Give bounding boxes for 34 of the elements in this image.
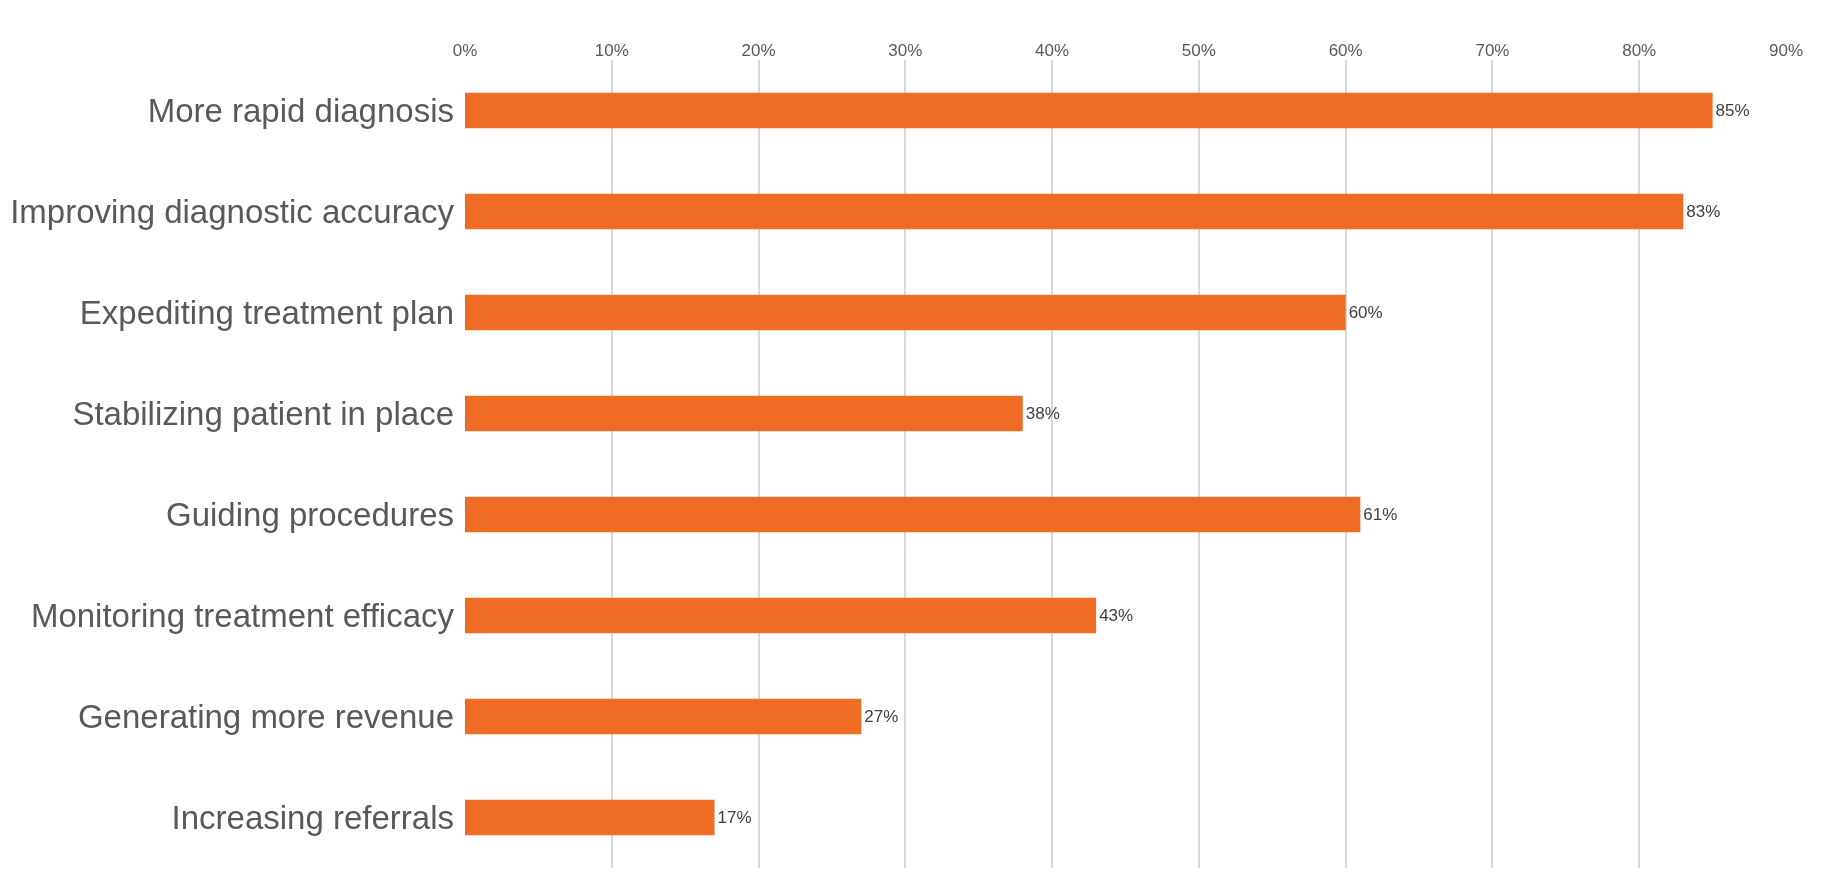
data-label: 85% <box>1715 101 1750 121</box>
y-tick-label: Guiding procedures <box>165 496 454 534</box>
x-tick-label: 60% <box>1328 40 1363 60</box>
data-label: 43% <box>1099 606 1134 625</box>
x-tick-label: 10% <box>594 40 629 60</box>
data-label: 17% <box>717 808 752 828</box>
y-tick-label: Monitoring treatment efficacy <box>30 597 455 635</box>
bar <box>465 597 1097 634</box>
y-tick-label: Expediting treatment plan <box>79 294 454 332</box>
bar <box>465 496 1361 533</box>
data-label: 60% <box>1348 303 1383 322</box>
data-label: 38% <box>1025 404 1060 424</box>
data-label: 61% <box>1363 505 1398 524</box>
x-tick-label: 90% <box>1768 40 1804 60</box>
x-tick-label: 40% <box>1035 40 1070 60</box>
x-tick-label: 20% <box>741 40 776 60</box>
x-tick-label: 70% <box>1475 40 1510 60</box>
bar <box>465 395 1023 432</box>
bar <box>465 294 1346 331</box>
bar <box>465 698 862 735</box>
y-tick-label: Improving diagnostic accuracy <box>10 193 455 231</box>
x-tick-label: 50% <box>1181 40 1216 60</box>
bar <box>465 92 1713 129</box>
y-tick-label: Generating more revenue <box>77 698 454 736</box>
x-tick-label: 0% <box>452 40 478 60</box>
y-tick-label: More rapid diagnosis <box>147 92 454 130</box>
y-tick-label: Stabilizing patient in place <box>72 395 454 433</box>
bar <box>465 799 715 836</box>
x-tick-label: 30% <box>888 40 923 60</box>
y-tick-label: Increasing referrals <box>171 799 454 837</box>
bar <box>465 193 1684 230</box>
data-label: 27% <box>864 707 899 727</box>
x-tick-label: 80% <box>1622 40 1657 60</box>
data-label: 83% <box>1686 202 1721 221</box>
